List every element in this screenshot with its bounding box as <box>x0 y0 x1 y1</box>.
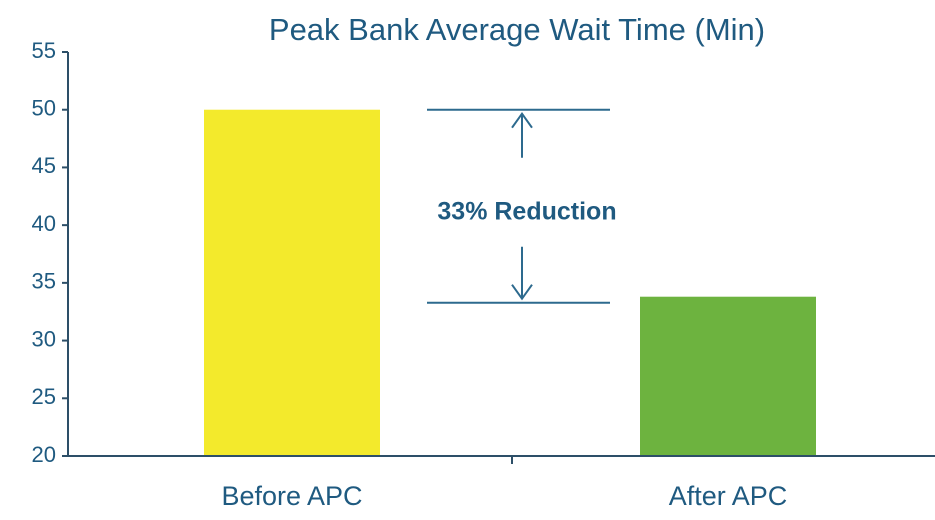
x-tick-label: After APC <box>669 481 788 511</box>
annotation-arrow <box>511 111 533 158</box>
bar <box>640 296 816 456</box>
y-tick-label: 25 <box>32 384 56 409</box>
y-tick-label: 55 <box>32 38 56 63</box>
y-tick-label: 40 <box>32 211 56 236</box>
y-tick-label: 30 <box>32 326 56 351</box>
annotation-arrow <box>511 246 533 301</box>
x-tick-label: Before APC <box>221 481 362 511</box>
y-tick-label: 35 <box>32 269 56 294</box>
y-tick-label: 45 <box>32 153 56 178</box>
annotation: 33% Reduction <box>437 198 616 226</box>
chart-title: Peak Bank Average Wait Time (Min) <box>269 12 765 47</box>
bar <box>204 109 380 456</box>
y-tick-label: 20 <box>32 442 56 467</box>
y-tick-label: 50 <box>32 96 56 121</box>
